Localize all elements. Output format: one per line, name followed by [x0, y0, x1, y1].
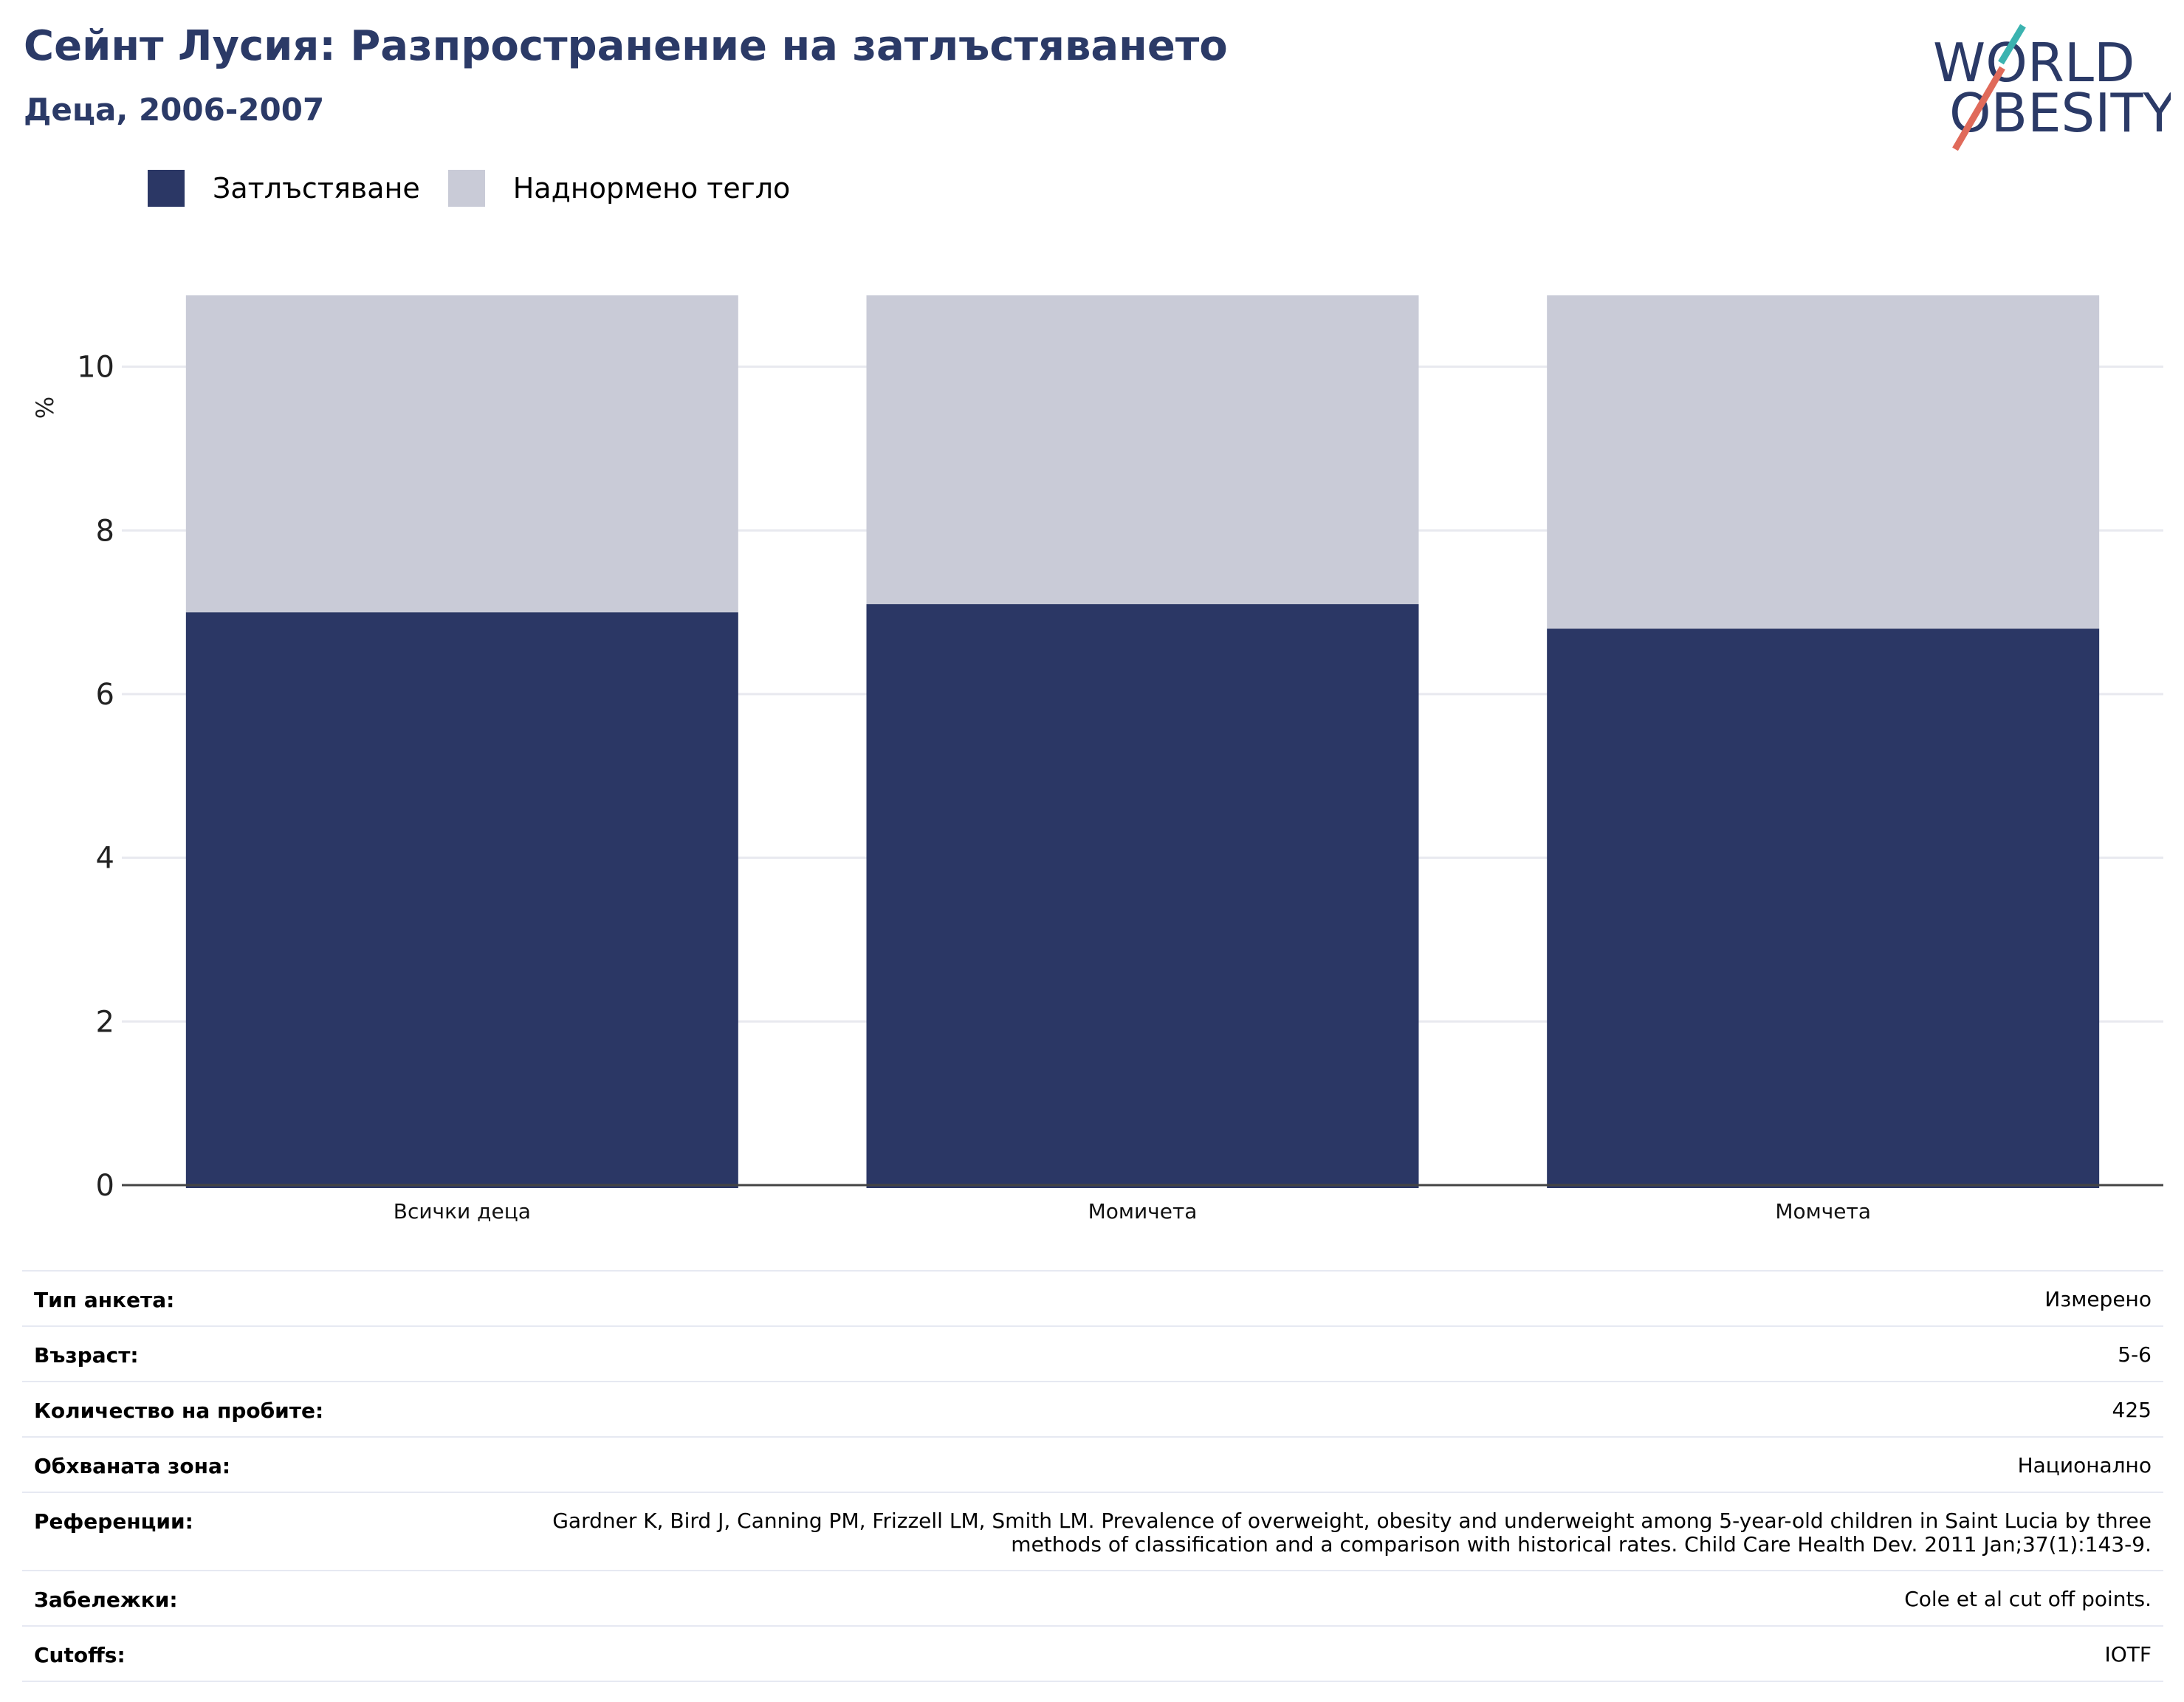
y-tick-label: 2 — [96, 1005, 114, 1039]
chart-subtitle: Деца, 2006-2007 — [24, 92, 325, 128]
y-tick-label: 4 — [96, 842, 114, 876]
y-tick-label: 0 — [96, 1169, 114, 1203]
info-value: Измерено — [2044, 1287, 2152, 1311]
logo-line1: WORLD — [1933, 32, 2135, 94]
info-label: Възраст: — [34, 1343, 139, 1368]
bar-obesity — [866, 604, 1419, 1188]
info-label: Обхваната зона: — [34, 1454, 231, 1478]
legend-item-overweight[interactable]: Наднормено тегло — [447, 170, 791, 207]
bar-overweight — [866, 295, 1419, 605]
bar-overweight — [185, 295, 738, 613]
survey-info-table: Тип анкета: Измерено Възраст: 5-6 Количе… — [22, 1270, 2163, 1682]
stacked-bar-chart: 024681012141618%Всички децаМомичетаМомче… — [31, 295, 2163, 1224]
info-row-references: Референции: Gardner K, Bird J, Canning P… — [22, 1492, 2163, 1570]
info-value: Cole et al cut off points. — [1904, 1587, 2152, 1611]
legend-swatch-obesity — [148, 170, 185, 207]
world-obesity-logo: WORLD OBESITY — [1920, 22, 2176, 155]
info-value: Национално — [2017, 1453, 2152, 1478]
info-label: Cutoffs: — [34, 1643, 126, 1667]
info-row-sample-size: Количество на пробите: 425 — [22, 1381, 2163, 1436]
legend-label-overweight: Наднормено тегло — [512, 172, 791, 205]
y-tick-label: 8 — [96, 514, 114, 548]
legend-swatch-overweight — [447, 170, 485, 207]
info-row-area-covered: Обхваната зона: Национално — [22, 1436, 2163, 1492]
info-value: Gardner K, Bird J, Canning PM, Frizzell … — [552, 1509, 2152, 1557]
bar-overweight — [1547, 295, 2100, 629]
y-tick-label: 10 — [77, 351, 114, 385]
x-tick-label: Момчета — [1775, 1199, 1871, 1224]
info-row-survey-type: Тип анкета: Измерено — [22, 1270, 2163, 1325]
chart-legend: Затлъстяване Наднормено тегло — [148, 170, 818, 207]
bar-obesity — [1547, 628, 2100, 1188]
x-tick-label: Момичета — [1088, 1199, 1198, 1224]
logo-red-stroke — [1952, 66, 2005, 151]
chart-title: Сейнт Лусия: Разпространение на затлъстя… — [24, 22, 1228, 70]
info-value: 5-6 — [2118, 1342, 2152, 1367]
y-axis-label: % — [31, 397, 59, 419]
y-tick-label: 6 — [96, 678, 114, 712]
bar-obesity — [185, 612, 738, 1188]
info-label: Количество на пробите: — [34, 1399, 324, 1423]
legend-label-obesity: Затлъстяване — [213, 172, 420, 205]
legend-item-obesity[interactable]: Затлъстяване — [148, 170, 420, 207]
info-row-cutoffs: Cutoffs: IOTF — [22, 1625, 2163, 1682]
info-value: IOTF — [2104, 1642, 2152, 1667]
info-row-age: Възраст: 5-6 — [22, 1325, 2163, 1381]
info-label: Референции: — [34, 1509, 193, 1534]
info-row-notes: Забележки: Cole et al cut off points. — [22, 1570, 2163, 1625]
logo-line2: OBESITY — [1949, 82, 2171, 144]
info-label: Забележки: — [34, 1588, 178, 1612]
info-value: 425 — [2112, 1398, 2152, 1422]
info-label: Тип анкета: — [34, 1288, 175, 1312]
x-tick-label: Всички деца — [394, 1199, 531, 1224]
logo-teal-stroke — [1998, 24, 2026, 65]
